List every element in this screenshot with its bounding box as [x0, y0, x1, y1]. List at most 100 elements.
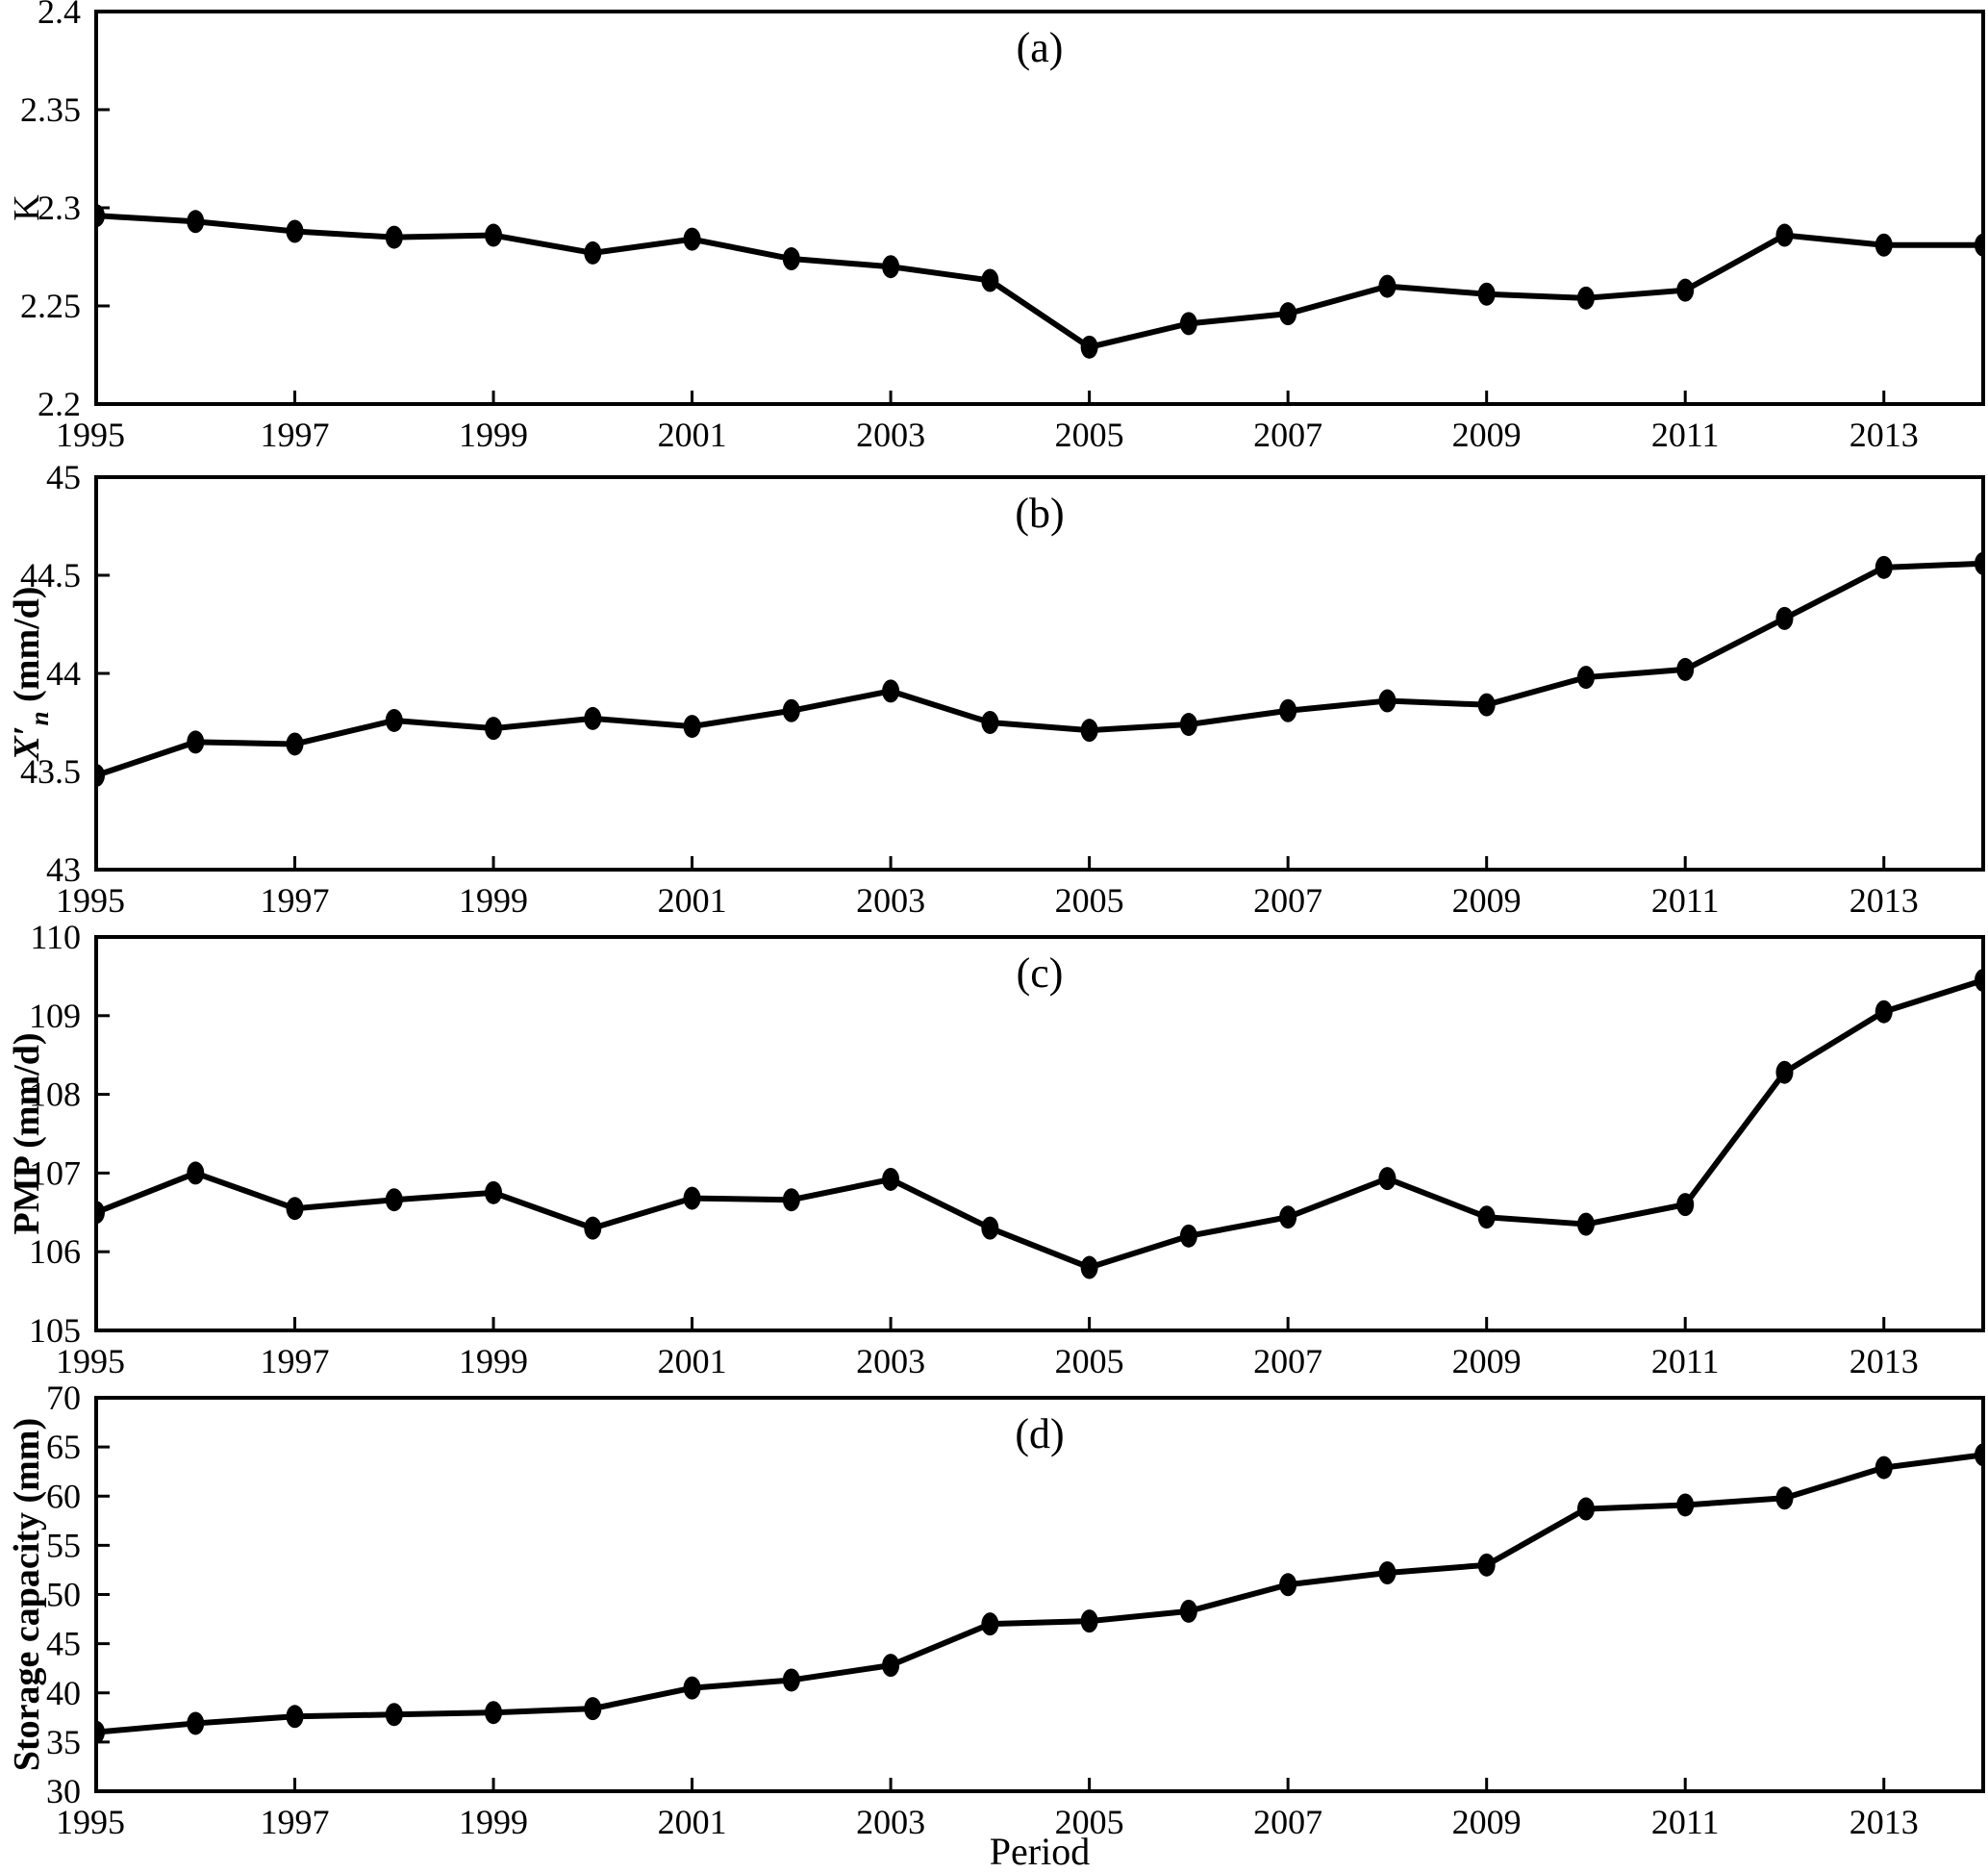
y-tick-label: 55 [46, 1526, 81, 1564]
data-point-2009 [1477, 693, 1496, 717]
x-tick-label: 1997 [261, 1803, 330, 1841]
y-tick-label: 2.2 [38, 385, 81, 423]
panel-letter: (a) [1017, 24, 1064, 71]
y-axis-label: Storage capacity (mm) [7, 1418, 47, 1771]
x-tick-label: 2007 [1253, 1803, 1322, 1841]
x-tick-label: 1995 [56, 1342, 125, 1380]
data-point-2003 [882, 1654, 900, 1678]
y-tick-label: 30 [46, 1772, 81, 1810]
data-point-1995 [96, 204, 105, 228]
data-point-2006 [1179, 1599, 1197, 1623]
y-tick-label: 108 [29, 1076, 81, 1114]
data-point-1999 [485, 1180, 503, 1204]
y-axis-label: PMP (mm/d) [7, 1032, 47, 1234]
series-a [96, 204, 1983, 359]
data-point-1996 [187, 730, 205, 754]
y-tick-label: 35 [46, 1723, 81, 1761]
x-tick-label: 2005 [1055, 1342, 1124, 1380]
data-point-1998 [385, 1703, 403, 1727]
x-tick-label: 1997 [261, 416, 330, 454]
y-tick-label: 65 [46, 1428, 81, 1466]
x-tick-label: 2003 [856, 416, 925, 454]
x-tick-label: 1999 [459, 1342, 528, 1380]
data-point-1999 [485, 717, 503, 741]
series-d [96, 1443, 1983, 1744]
x-tick-label: 2009 [1452, 1342, 1522, 1380]
x-tick-label: 2009 [1452, 881, 1522, 920]
y-tick-label: 105 [29, 1311, 81, 1350]
y-tick-label: 2.4 [38, 0, 81, 31]
data-point-2007 [1279, 1573, 1297, 1597]
data-point-2010 [1576, 666, 1595, 690]
x-tick-label: 2003 [856, 881, 925, 920]
data-point-2012 [1775, 1060, 1794, 1084]
data-point-2010 [1576, 1212, 1595, 1236]
y-tick-label: 110 [30, 918, 81, 956]
series-line [96, 977, 1983, 1271]
x-tick-label: 2001 [658, 416, 727, 454]
data-point-1995 [96, 764, 105, 788]
x-tick-label: 2009 [1452, 416, 1522, 454]
x-tick-label: 2011 [1651, 881, 1720, 920]
data-point-2014 [1975, 233, 1983, 257]
data-point-2009 [1477, 1553, 1496, 1577]
y-tick-label: 44 [46, 654, 81, 693]
x-tick-label: 2007 [1253, 881, 1322, 920]
x-tick-label: 1995 [56, 416, 125, 454]
data-point-2005 [1080, 719, 1098, 743]
data-point-2011 [1676, 1493, 1695, 1517]
data-point-1997 [286, 732, 304, 756]
data-point-2006 [1179, 1224, 1197, 1248]
data-point-2005 [1080, 1255, 1098, 1279]
data-point-2000 [584, 1216, 602, 1240]
data-point-2012 [1775, 606, 1794, 630]
y-tick-label: 50 [46, 1576, 81, 1614]
data-point-2000 [584, 240, 602, 265]
series-line [96, 560, 1983, 778]
x-tick-label: 2013 [1850, 416, 1919, 454]
y-tick-label: 40 [46, 1674, 81, 1712]
data-point-2009 [1477, 1205, 1496, 1229]
data-point-1997 [286, 1705, 304, 1729]
data-point-2013 [1875, 555, 1893, 579]
plot-box [94, 935, 1985, 1332]
data-point-2007 [1279, 698, 1297, 722]
data-point-1997 [286, 1197, 304, 1221]
y-axis-label: X′n (mm/d) [7, 587, 54, 762]
data-point-2013 [1875, 1000, 1893, 1024]
data-point-2001 [683, 1676, 701, 1700]
data-point-2011 [1676, 278, 1695, 302]
data-point-2004 [981, 1612, 999, 1636]
x-tick-label: 1999 [459, 881, 528, 920]
x-tick-label: 2005 [1055, 1803, 1124, 1841]
x-tick-label: 1995 [56, 881, 125, 920]
data-point-2014 [1975, 1443, 1983, 1467]
y-axis-label: K [7, 194, 47, 221]
data-point-1998 [385, 225, 403, 249]
series-line [96, 213, 1983, 350]
data-point-2000 [584, 706, 602, 730]
x-tick-label: 1995 [56, 1803, 125, 1841]
panel-letter: (d) [1015, 1410, 1064, 1457]
x-tick-label: 1997 [261, 1342, 330, 1380]
data-point-2006 [1179, 312, 1197, 336]
data-point-2010 [1576, 286, 1595, 310]
series-c [96, 968, 1983, 1279]
data-point-2008 [1378, 1167, 1397, 1191]
data-point-2004 [981, 1216, 999, 1240]
x-tick-label: 2003 [856, 1342, 925, 1380]
data-point-2002 [782, 698, 800, 722]
data-point-2005 [1080, 1609, 1098, 1633]
data-point-2014 [1975, 551, 1983, 575]
y-tick-label: 70 [46, 1379, 81, 1417]
panel-c: 105 106 107 108 109 110 1995 1997 1999 2001 2003 20… [7, 918, 1985, 1380]
x-tick-label: 2009 [1452, 1803, 1522, 1841]
panel-a: 2.2 2.25 2.3 2.35 2.4 1995 1997 1999 2001 2003 200… [7, 0, 1985, 454]
y-tick-label: 2.35 [20, 90, 81, 129]
data-point-2001 [683, 1186, 701, 1210]
data-point-2013 [1875, 1455, 1893, 1480]
data-point-2011 [1676, 657, 1695, 681]
panel-letter: (b) [1015, 490, 1064, 537]
x-tick-label: 1999 [459, 416, 528, 454]
